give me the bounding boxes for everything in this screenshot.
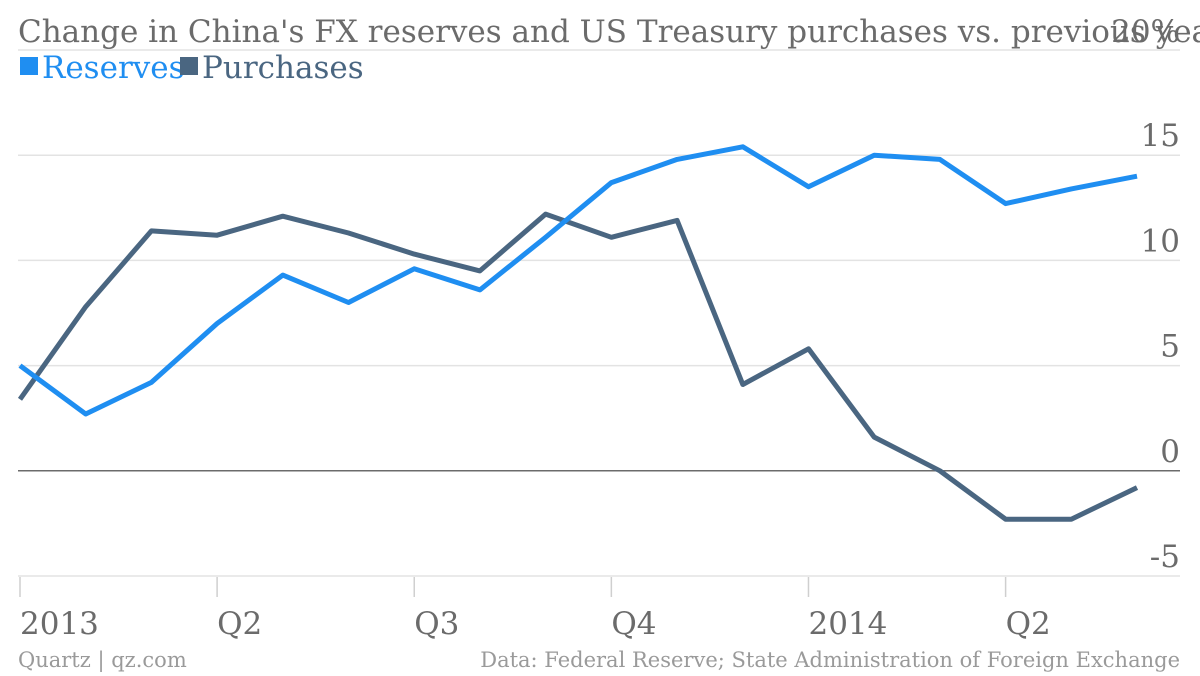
y-tick-label: -5 — [1150, 539, 1180, 575]
footer-source: Data: Federal Reserve; State Administrat… — [480, 648, 1180, 672]
footer-credit: Quartz | qz.com — [18, 648, 187, 673]
x-tick-label: 2013 — [20, 606, 99, 642]
y-axis: 15 10 5 0 -5 — [1141, 118, 1180, 575]
chart-title: Change in China's FX reserves and US Tre… — [18, 14, 1200, 50]
x-tick-label: 2014 — [808, 606, 887, 642]
y-tick-label: 0 — [1160, 434, 1180, 470]
legend-swatch-purchases — [180, 57, 198, 75]
gridlines — [18, 49, 1180, 577]
x-axis: 2013 Q2 Q3 Q4 2014 Q2 — [19, 577, 1051, 642]
series-line-reserves — [18, 144, 1138, 417]
y-axis-top-label: 20% — [1111, 14, 1180, 50]
y-tick-label: 5 — [1160, 329, 1180, 365]
legend: Reserves Purchases — [20, 50, 364, 86]
x-tick-label: Q2 — [217, 606, 262, 642]
legend-label-purchases: Purchases — [202, 50, 364, 86]
x-tick-label: Q4 — [611, 606, 656, 642]
legend-label-reserves: Reserves — [42, 50, 185, 86]
x-tick-label: Q2 — [1006, 606, 1051, 642]
legend-swatch-reserves — [20, 57, 38, 75]
series-line-purchases — [17, 211, 1139, 522]
y-tick-label: 10 — [1141, 223, 1180, 259]
y-tick-label: 15 — [1141, 118, 1180, 154]
series-lines — [17, 144, 1139, 522]
x-tick-label: Q3 — [414, 606, 459, 642]
